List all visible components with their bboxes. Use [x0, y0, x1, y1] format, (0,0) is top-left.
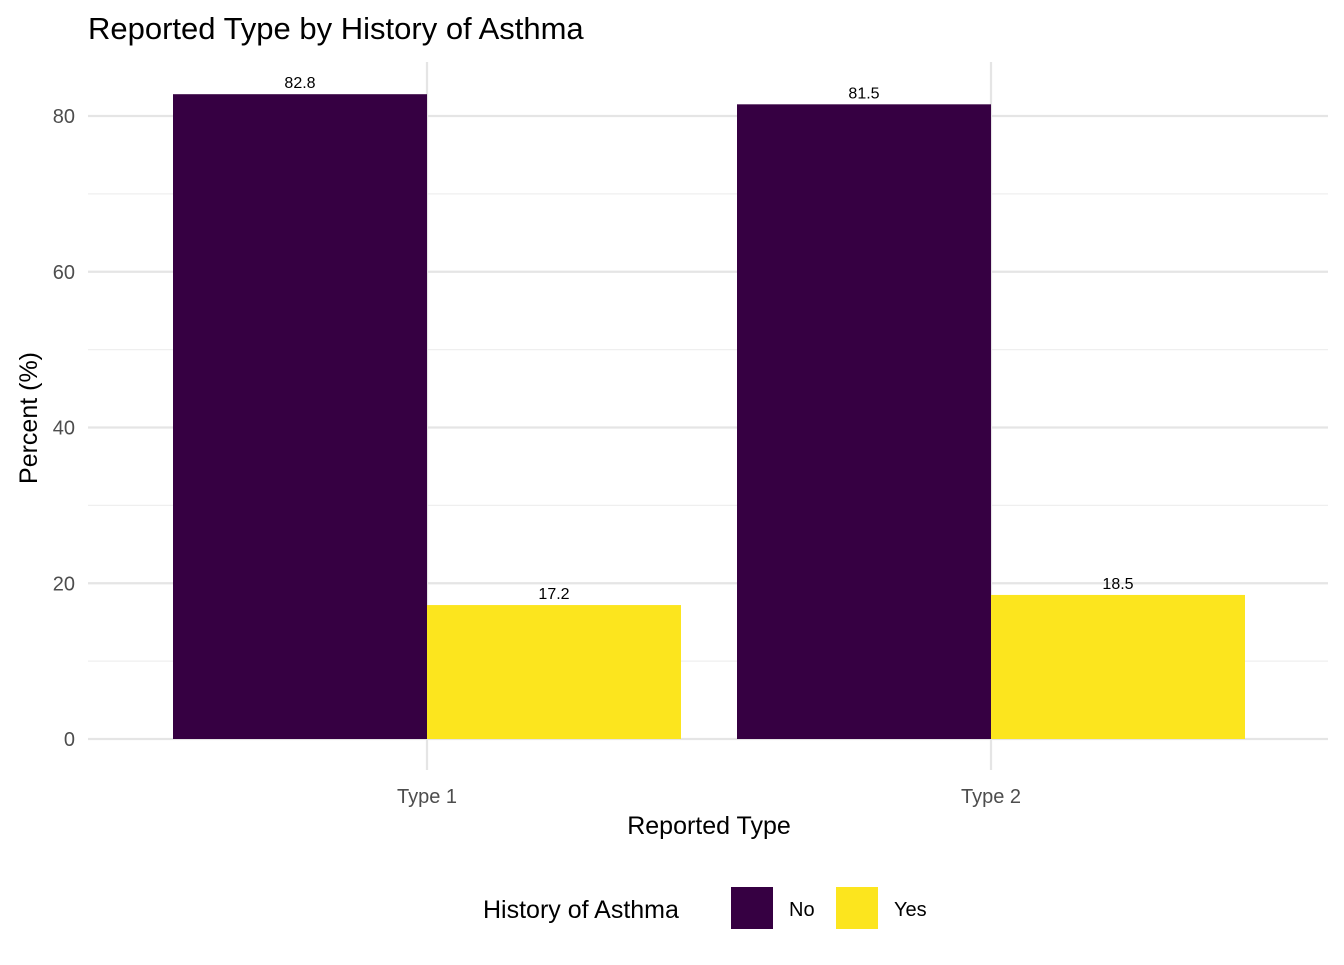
y-axis: 0 20 40 60 80 [53, 106, 75, 751]
legend-title: History of Asthma [483, 896, 679, 924]
y-tick-label: 40 [53, 418, 75, 440]
legend-label-no: No [789, 899, 815, 921]
bar-no-1 [737, 104, 991, 740]
data-label-no-1: 81.5 [848, 85, 879, 102]
y-tick-label: 0 [64, 729, 75, 751]
x-tick-label: Type 1 [397, 786, 457, 808]
x-axis-title: Reported Type [627, 812, 791, 840]
data-labels: 82.8 17.2 81.5 18.5 [284, 75, 1133, 603]
legend-label-yes: Yes [894, 899, 927, 921]
legend-swatch-yes [836, 887, 878, 929]
x-tick-label: Type 2 [961, 786, 1021, 808]
bars [173, 94, 1245, 740]
y-tick-label: 20 [53, 573, 75, 595]
y-axis-title: Percent (%) [15, 352, 43, 484]
legend: History of Asthma No Yes [483, 887, 927, 929]
x-axis: Type 1 Type 2 [397, 786, 1021, 808]
bar-yes-0 [427, 605, 681, 739]
data-label-no-0: 82.8 [284, 75, 315, 92]
data-label-yes-0: 17.2 [538, 586, 569, 603]
chart-title: Reported Type by History of Asthma [88, 11, 584, 46]
y-tick-label: 80 [53, 106, 75, 128]
y-tick-label: 60 [53, 262, 75, 284]
data-label-yes-1: 18.5 [1102, 576, 1133, 593]
legend-swatch-no [731, 887, 773, 929]
bar-no-0 [173, 94, 427, 739]
bar-yes-1 [991, 594, 1245, 739]
